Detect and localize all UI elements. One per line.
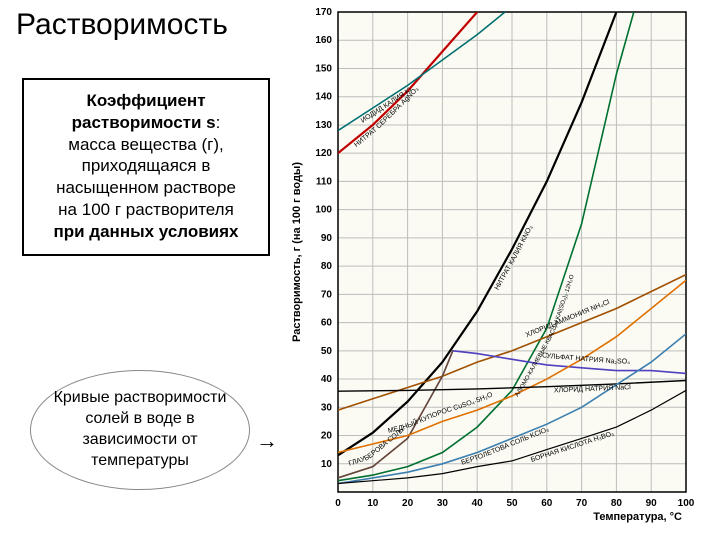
- def-line2b: :: [216, 113, 221, 132]
- svg-text:130: 130: [315, 120, 332, 131]
- svg-text:100: 100: [315, 205, 332, 216]
- svg-text:70: 70: [321, 289, 333, 300]
- svg-text:10: 10: [367, 498, 379, 509]
- svg-text:80: 80: [321, 261, 333, 272]
- caption-text: Кривые растворимости солей в воде в зави…: [41, 388, 239, 471]
- svg-text:Температура, °C: Температура, °C: [593, 511, 682, 523]
- svg-text:Растворимость, г (на 100 г вод: Растворимость, г (на 100 г воды): [291, 162, 303, 342]
- svg-text:100: 100: [678, 498, 695, 509]
- definition-box: Коэффициент растворимости s: масса вещес…: [22, 78, 270, 256]
- def-line4: приходящаяся в: [82, 156, 211, 175]
- svg-text:40: 40: [472, 498, 484, 509]
- svg-text:60: 60: [541, 498, 553, 509]
- svg-text:120: 120: [315, 148, 332, 159]
- chart-svg: 0 10 20 30 40 50 60 70 80 90 100 10 20 30 40 50 60 70 80 90…: [280, 6, 714, 534]
- def-line2a: растворимости s: [72, 113, 216, 132]
- def-line1: Коэффициент: [86, 91, 205, 110]
- svg-text:160: 160: [315, 35, 332, 46]
- solubility-chart: 0 10 20 30 40 50 60 70 80 90 100 10 20 30 40 50 60 70 80 90…: [280, 6, 714, 534]
- svg-text:110: 110: [316, 176, 333, 187]
- def-line7: при данных условиях: [53, 222, 238, 241]
- svg-text:40: 40: [321, 374, 333, 385]
- svg-text:90: 90: [321, 233, 333, 244]
- svg-text:170: 170: [315, 7, 332, 18]
- svg-text:10: 10: [321, 459, 333, 470]
- caption-bubble: Кривые растворимости солей в воде в зави…: [30, 370, 250, 490]
- page-title: Растворимость: [16, 8, 228, 42]
- svg-text:30: 30: [437, 498, 449, 509]
- def-line6: на 100 г растворителя: [58, 200, 234, 219]
- svg-text:140: 140: [315, 92, 332, 103]
- svg-text:80: 80: [611, 498, 623, 509]
- svg-text:150: 150: [315, 63, 332, 74]
- svg-text:90: 90: [646, 498, 658, 509]
- svg-text:20: 20: [321, 431, 333, 442]
- svg-text:30: 30: [321, 402, 333, 413]
- svg-text:50: 50: [321, 346, 333, 357]
- arrow-icon: →: [256, 428, 278, 454]
- svg-text:70: 70: [576, 498, 588, 509]
- svg-text:0: 0: [335, 498, 341, 509]
- svg-text:20: 20: [402, 498, 414, 509]
- def-line5: насыщенном растворе: [56, 178, 236, 197]
- svg-text:60: 60: [321, 318, 333, 329]
- def-line3: масса вещества (г),: [68, 135, 223, 154]
- svg-text:50: 50: [506, 498, 518, 509]
